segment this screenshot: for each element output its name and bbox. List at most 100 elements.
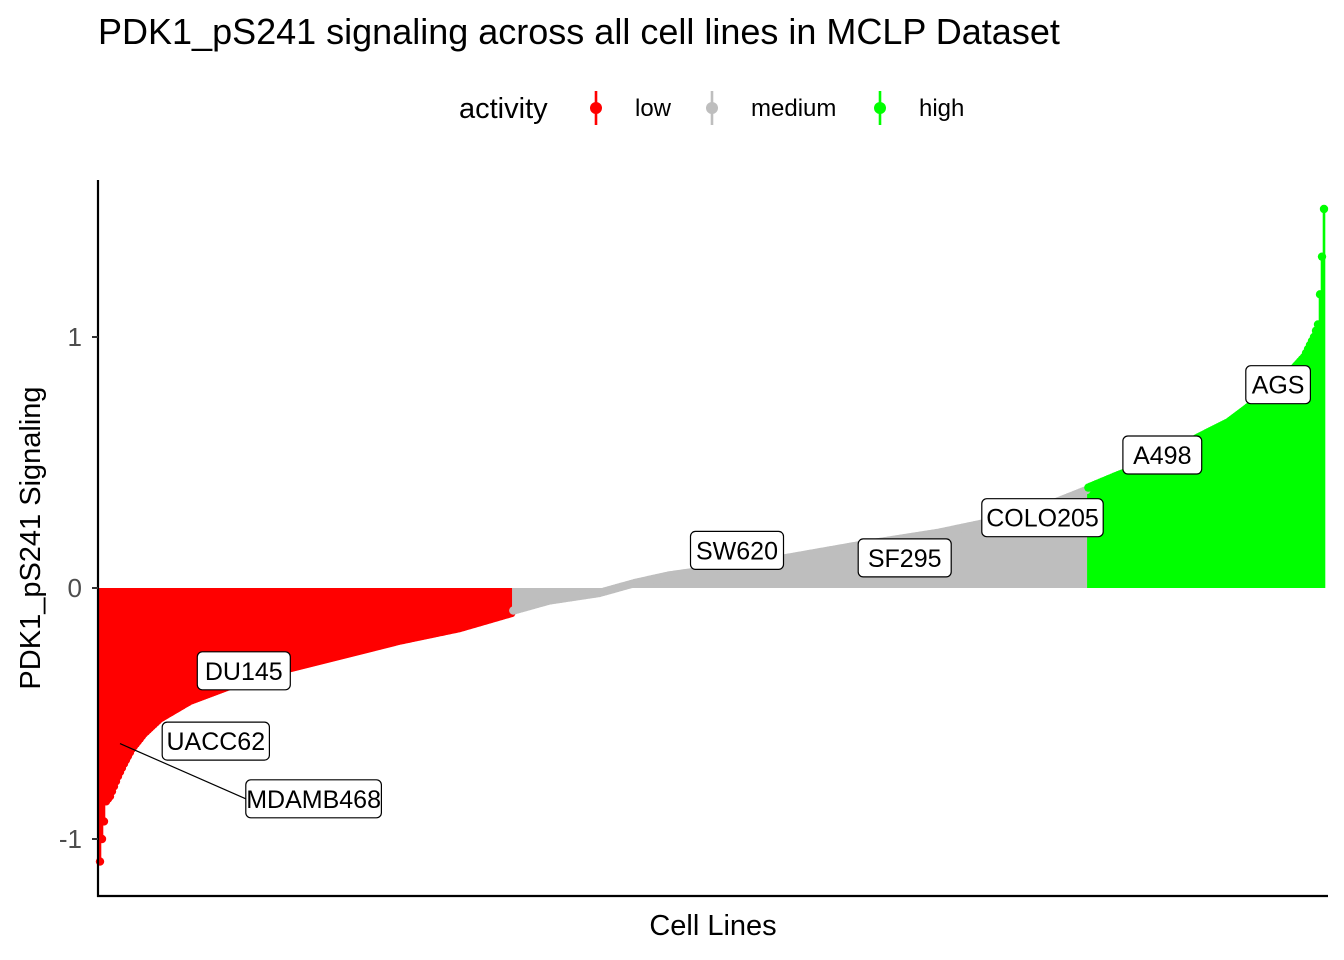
bar-medium-334	[765, 561, 769, 588]
bar-medium-281	[659, 577, 663, 588]
bar-high-595	[1286, 374, 1290, 588]
bar-high-612	[1320, 256, 1324, 588]
bar-high-613	[1322, 208, 1326, 589]
bar-high-538	[1172, 450, 1176, 588]
bar-medium-295	[687, 572, 691, 588]
bar-high-505	[1107, 479, 1110, 588]
bar-high-541	[1178, 447, 1182, 588]
bar-high-579	[1254, 401, 1258, 588]
bar-high-549	[1194, 438, 1198, 588]
bar-medium-219	[535, 588, 539, 604]
bar-low-180	[458, 588, 461, 629]
annotation-connector-mdamb468	[119, 743, 247, 800]
bar-medium-488	[1073, 494, 1076, 588]
bar-medium-353	[803, 554, 807, 588]
bar-low-95	[288, 588, 291, 669]
bar-medium-474	[1045, 505, 1048, 588]
bar-low-106	[310, 588, 313, 663]
bar-low-6	[110, 588, 114, 792]
bar-low-122	[342, 588, 345, 655]
bar-high-543	[1182, 445, 1186, 588]
bar-low-168	[434, 588, 437, 634]
bar-low-166	[430, 588, 433, 635]
bar-high-552	[1200, 435, 1204, 588]
bar-high-525	[1146, 463, 1150, 588]
bar-medium-320	[737, 565, 741, 588]
bar-high-516	[1129, 470, 1132, 588]
annotation-box-ags	[1245, 365, 1312, 405]
bar-medium-373	[843, 547, 847, 588]
bar-high-540	[1176, 448, 1180, 588]
bar-medium-453	[1003, 518, 1006, 588]
bar-medium-481	[1059, 500, 1062, 588]
bar-medium-333	[763, 561, 767, 588]
bar-low-92	[282, 588, 285, 670]
bar-low-116	[330, 588, 333, 658]
bar-low-40	[178, 588, 182, 707]
bar-low-110	[318, 588, 321, 661]
bar-medium-446	[989, 521, 992, 588]
bar-low-48	[194, 588, 198, 699]
legend-item-high: high	[874, 91, 964, 125]
bar-low-206	[510, 588, 513, 614]
bar-medium-433	[963, 527, 966, 588]
bar-low-193	[484, 588, 487, 621]
bar-low-78	[254, 588, 258, 679]
bar-medium-351	[799, 555, 803, 588]
bar-low-72	[242, 588, 246, 682]
bar-high-513	[1123, 472, 1126, 588]
bar-low-88	[274, 588, 278, 673]
bar-high-533	[1162, 456, 1166, 588]
bar-medium-428	[953, 529, 956, 588]
bar-medium-487	[1071, 495, 1074, 588]
bar-medium-312	[721, 567, 725, 588]
bar-medium-489	[1075, 494, 1078, 588]
bar-low-141	[380, 588, 383, 646]
bar-high-609	[1314, 330, 1318, 588]
bar-medium-476	[1049, 504, 1052, 588]
bar-low-148	[394, 588, 397, 642]
annotation-box-sf295	[857, 538, 952, 578]
bar-high-600	[1296, 363, 1300, 588]
bar-low-181	[460, 588, 463, 628]
bar-high-545	[1186, 443, 1190, 588]
bar-low-44	[186, 588, 190, 703]
bar-medium-297	[691, 572, 695, 588]
annotation-label-colo205: COLO205	[986, 505, 1099, 533]
bar-medium-490	[1077, 493, 1080, 588]
bar-low-118	[334, 588, 337, 657]
bar-medium-372	[841, 548, 845, 588]
bar-high-526	[1148, 463, 1152, 588]
bar-low-158	[414, 588, 417, 638]
bar-medium-330	[757, 562, 761, 588]
bar-medium-217	[531, 588, 535, 606]
bar-low-191	[480, 588, 483, 622]
bar-medium-457	[1011, 516, 1014, 588]
bar-low-79	[256, 588, 260, 678]
bar-high-607	[1310, 341, 1314, 588]
bar-high-531	[1158, 458, 1162, 588]
bar-low-136	[370, 588, 373, 648]
bar-medium-300	[697, 571, 701, 588]
bar-medium-282	[661, 576, 665, 588]
bar-high-566	[1228, 420, 1232, 588]
bar-medium-347	[791, 556, 795, 588]
y-axis-label: PDK1_pS241 Signaling	[15, 386, 47, 689]
bar-medium-317	[731, 566, 735, 588]
bar-medium-480	[1057, 501, 1060, 588]
point-low-1	[97, 834, 107, 844]
bar-low-137	[372, 588, 375, 648]
bar-medium-233	[563, 588, 567, 599]
bar-low-173	[444, 588, 447, 632]
bar-low-124	[346, 588, 349, 654]
bar-medium-303	[703, 570, 707, 588]
bar-low-117	[332, 588, 335, 658]
bar-low-127	[352, 588, 355, 653]
bar-medium-278	[653, 578, 657, 588]
plot-area: AGS A498 COLO205 SW620 SF295 DU145 UACC62 MDAMB…	[95, 204, 1329, 866]
bar-medium-229	[555, 588, 559, 600]
bar-medium-214	[526, 588, 529, 607]
bar-high-512	[1121, 473, 1124, 588]
bar-low-138	[374, 588, 377, 647]
bar-low-100	[298, 588, 301, 666]
